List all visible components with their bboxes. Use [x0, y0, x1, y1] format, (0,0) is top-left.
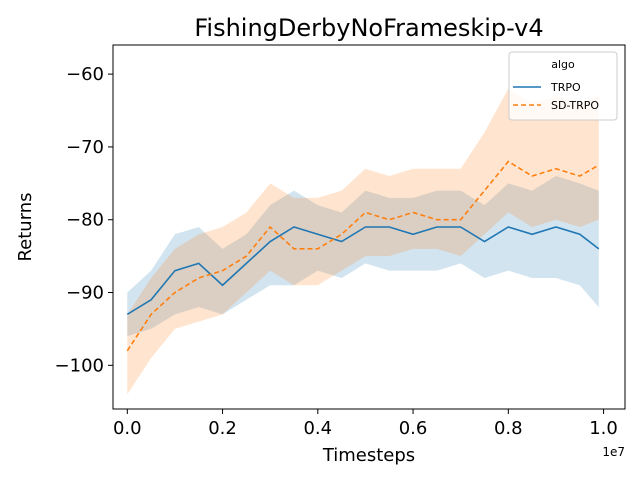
- y-tick-label: −70: [66, 137, 104, 158]
- confidence-band-1: [127, 176, 599, 337]
- chart-title: FishingDerbyNoFrameskip-v4: [194, 14, 543, 42]
- legend: algo TRPO SD-TRPO: [508, 51, 618, 121]
- legend-title: algo: [551, 58, 575, 71]
- y-tick-label: −60: [66, 64, 104, 85]
- legend-label-1: TRPO: [550, 81, 581, 94]
- x-tick-label: 0.6: [399, 418, 428, 439]
- y-tick-label: −80: [66, 210, 104, 231]
- series-line-2: [126, 160, 600, 352]
- y-tick-label: −100: [55, 355, 104, 376]
- y-axis-label: Returns: [15, 192, 36, 261]
- x-axis-offset-label: 1e7: [602, 445, 625, 459]
- y-axis-ticks: −100 −90 −80 −70 −60: [55, 64, 113, 376]
- x-tick-label: 0.2: [208, 418, 237, 439]
- series-line-1: [126, 226, 600, 316]
- x-tick-label: 0.0: [113, 418, 142, 439]
- y-tick-label: −90: [66, 283, 104, 304]
- confidence-band-2: [127, 88, 599, 395]
- plot-frame: [112, 44, 626, 410]
- x-tick-label: 0.8: [494, 418, 523, 439]
- x-axis-label: Timesteps: [322, 445, 415, 466]
- series-lines: [126, 160, 600, 352]
- legend-label-2: SD-TRPO: [551, 99, 599, 112]
- legend-box: [508, 51, 618, 121]
- x-tick-label: 0.4: [303, 418, 332, 439]
- confidence-bands: [127, 88, 599, 395]
- x-axis-ticks: 0.0 0.2 0.4 0.6 0.8 1.0: [113, 409, 618, 439]
- x-tick-label: 1.0: [589, 418, 618, 439]
